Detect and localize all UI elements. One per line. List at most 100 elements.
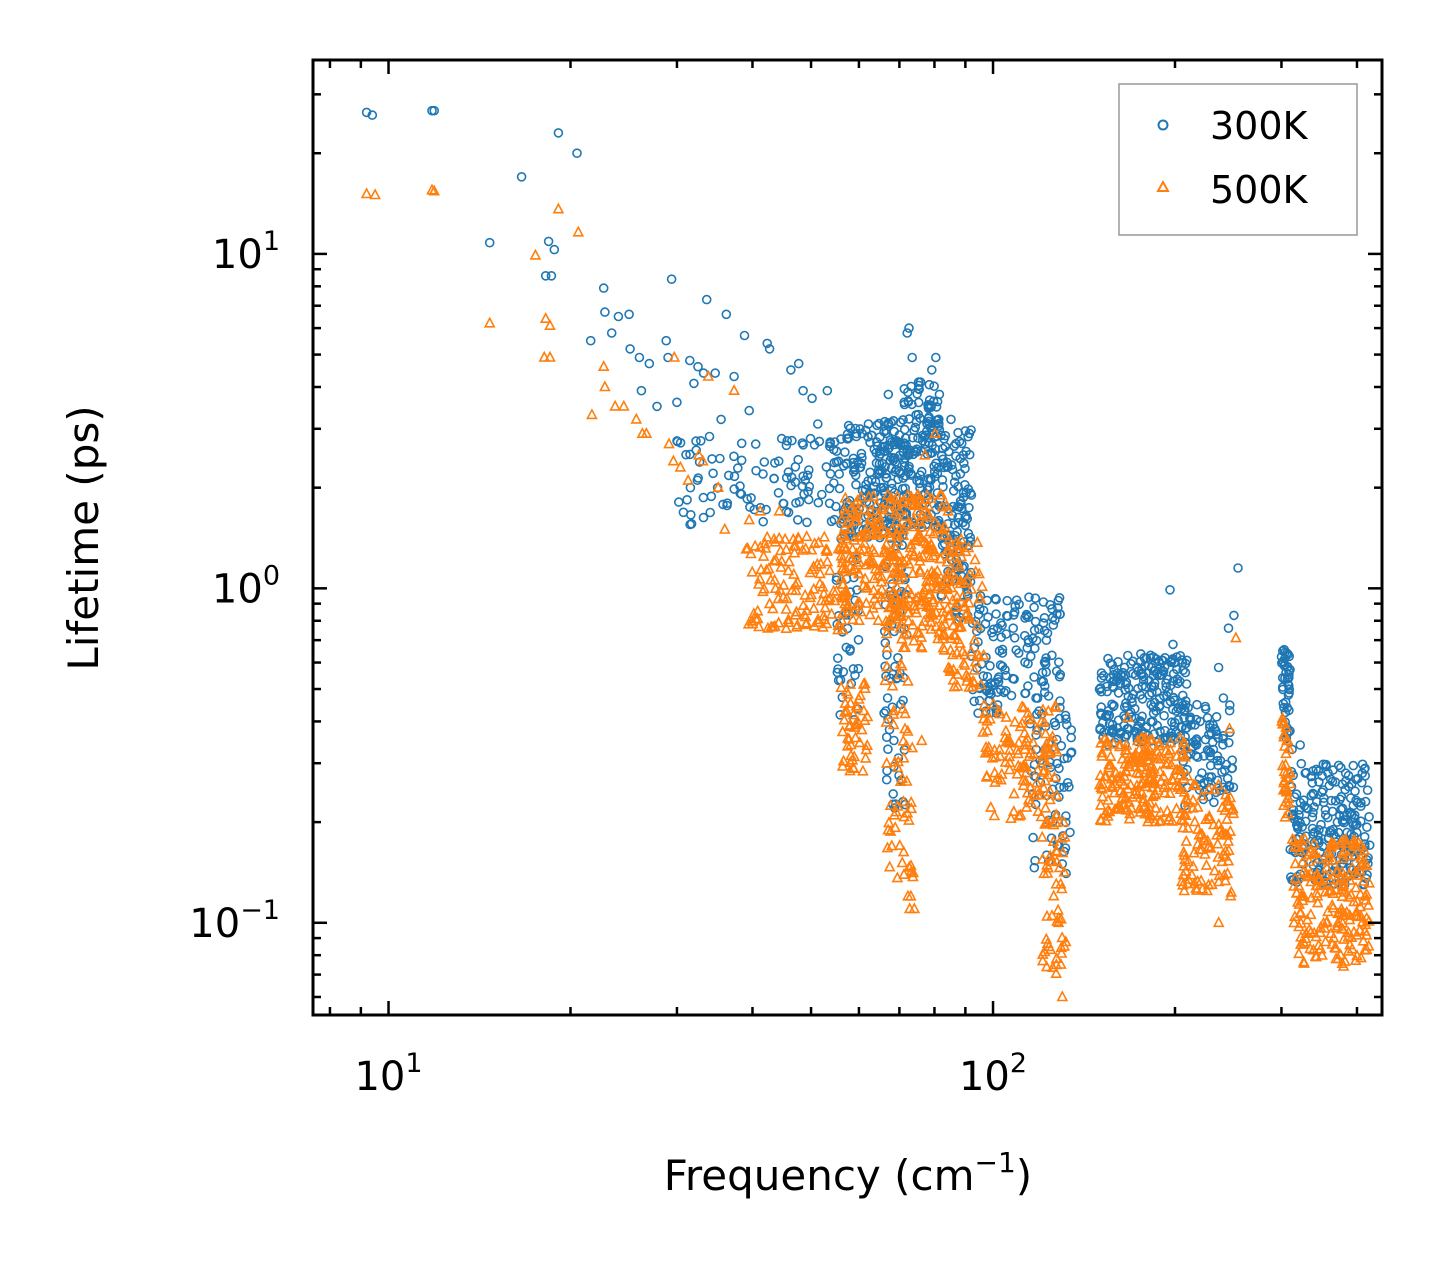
data-point-500k <box>1327 886 1340 899</box>
data-point-500k <box>838 540 850 552</box>
data-point-300k <box>1042 628 1053 639</box>
data-point-300k <box>1308 766 1318 776</box>
data-point-500k <box>827 584 840 596</box>
data-point-500k <box>878 543 891 555</box>
data-point-300k <box>1308 789 1319 800</box>
data-point-500k <box>1360 928 1373 940</box>
data-point-300k <box>848 664 859 674</box>
data-point-500k <box>880 715 893 727</box>
data-point-300k <box>900 470 911 481</box>
data-point-300k <box>874 446 885 456</box>
data-point-500k <box>908 902 921 914</box>
data-point-500k <box>1123 795 1136 807</box>
data-point-300k <box>964 449 975 460</box>
data-point-500k <box>1052 911 1065 923</box>
data-point-500k <box>1118 778 1130 790</box>
data-point-500k <box>857 677 870 689</box>
data-point-500k <box>969 565 982 577</box>
data-point-500k <box>799 542 812 554</box>
data-point-300k <box>1224 705 1235 716</box>
data-point-300k <box>1327 776 1338 787</box>
data-point-300k <box>1215 755 1226 766</box>
data-point-300k <box>1218 739 1228 750</box>
data-point-300k <box>960 426 971 436</box>
data-point-500k <box>1290 886 1303 898</box>
data-point-500k <box>1211 837 1224 849</box>
data-point-500k <box>1131 734 1144 746</box>
data-point-300k <box>1060 710 1071 721</box>
data-point-500k <box>1039 801 1052 813</box>
data-point-300k <box>822 385 833 396</box>
data-point-500k <box>1151 745 1164 757</box>
data-point-300k <box>1218 733 1228 744</box>
data-point-300k <box>1171 727 1181 737</box>
data-point-500k <box>712 480 725 493</box>
data-point-500k <box>1352 836 1365 848</box>
data-point-300k <box>1103 705 1114 716</box>
data-point-500k <box>872 613 885 626</box>
data-point-500k <box>934 552 947 564</box>
data-point-500k <box>1018 760 1031 772</box>
data-point-300k <box>1030 593 1041 604</box>
data-point-300k <box>807 393 817 404</box>
data-point-500k <box>889 603 901 615</box>
data-point-500k <box>617 399 630 411</box>
data-point-300k <box>723 470 734 481</box>
data-point-300k <box>1280 647 1290 658</box>
data-point-500k <box>674 460 687 472</box>
data-point-500k <box>1051 745 1063 757</box>
data-point-500k <box>969 553 981 565</box>
data-point-300k <box>666 274 677 285</box>
data-point-300k <box>1159 710 1169 721</box>
data-point-300k <box>672 397 682 408</box>
data-point-500k <box>906 520 918 532</box>
data-point-300k <box>869 444 880 455</box>
data-point-300k <box>710 368 721 378</box>
data-point-500k <box>846 613 859 625</box>
data-point-500k <box>977 725 989 737</box>
data-point-300k <box>1020 657 1030 668</box>
data-point-500k <box>1344 873 1356 885</box>
data-point-500k <box>927 593 940 605</box>
data-point-500k <box>832 619 845 631</box>
data-point-500k <box>1178 859 1190 871</box>
data-point-500k <box>775 560 787 572</box>
data-point-500k <box>1003 750 1016 762</box>
data-point-300k <box>882 693 893 703</box>
data-point-500k <box>948 680 961 692</box>
data-point-300k <box>625 344 635 354</box>
data-point-300k <box>1030 643 1040 654</box>
data-point-300k <box>1200 734 1211 745</box>
data-point-500k <box>911 625 924 637</box>
data-point-500k <box>867 601 879 613</box>
data-point-500k <box>854 543 866 555</box>
data-point-500k <box>757 549 770 561</box>
data-point-300k <box>773 487 784 498</box>
data-point-300k <box>1340 784 1350 795</box>
data-point-500k <box>982 745 995 757</box>
data-point-500k <box>979 746 992 758</box>
data-point-500k <box>865 522 878 534</box>
data-point-300k <box>1054 763 1064 774</box>
data-point-500k <box>836 607 849 619</box>
data-point-500k <box>1291 895 1304 907</box>
data-point-500k <box>1118 792 1131 804</box>
data-point-500k <box>846 542 859 554</box>
data-point-500k <box>948 600 961 613</box>
data-point-500k <box>852 692 865 704</box>
data-point-500k <box>897 641 910 653</box>
data-point-300k <box>929 381 939 392</box>
data-point-300k <box>930 352 941 363</box>
data-point-500k <box>1295 916 1307 928</box>
data-point-300k <box>606 328 617 338</box>
data-point-300k <box>904 414 914 424</box>
data-point-500k <box>916 549 929 561</box>
data-point-300k <box>750 439 761 449</box>
data-point-500k <box>1348 849 1361 861</box>
data-point-300k <box>1333 760 1344 771</box>
data-point-500k <box>1141 776 1154 788</box>
data-point-500k <box>777 578 790 590</box>
data-point-500k <box>1350 908 1362 921</box>
data-point-300k <box>831 575 842 586</box>
data-point-300k <box>999 687 1009 698</box>
